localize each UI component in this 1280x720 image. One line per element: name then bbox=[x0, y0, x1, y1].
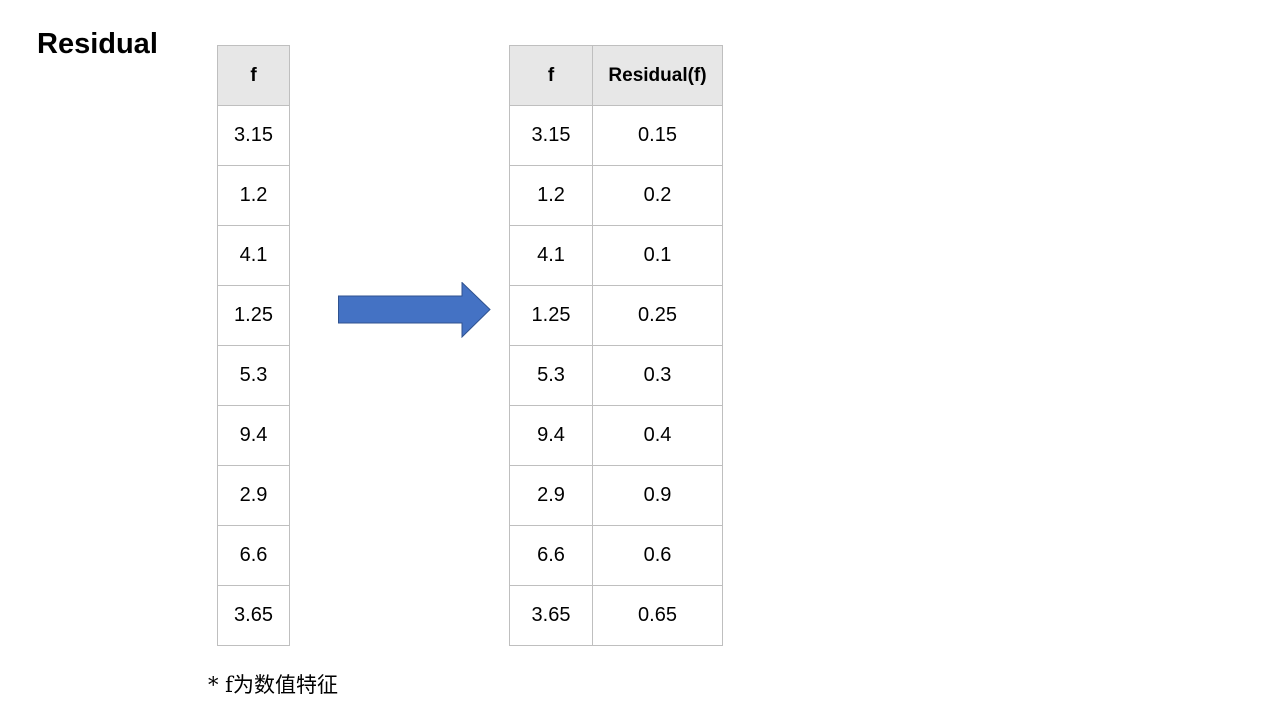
cell-f: 5.3 bbox=[217, 345, 290, 406]
cell-f: 6.6 bbox=[509, 525, 593, 586]
right-arrow-icon bbox=[338, 282, 491, 338]
header-f: f bbox=[217, 45, 290, 106]
cell-residual: 0.25 bbox=[592, 285, 723, 346]
table-row: 1.2 bbox=[217, 165, 290, 226]
table-row: 4.1 bbox=[217, 225, 290, 286]
table-row: 3.15 bbox=[217, 105, 290, 166]
cell-residual: 0.9 bbox=[592, 465, 723, 526]
cell-f: 9.4 bbox=[217, 405, 290, 466]
table-row: 2.9 0.9 bbox=[509, 465, 723, 526]
table-row: 1.2 0.2 bbox=[509, 165, 723, 226]
table-row: 3.65 bbox=[217, 585, 290, 646]
cell-f: 2.9 bbox=[217, 465, 290, 526]
footnote: * f为数值特征 bbox=[208, 673, 338, 697]
header-residual: Residual(f) bbox=[592, 45, 723, 106]
cell-f: 4.1 bbox=[509, 225, 593, 286]
table-row: 5.3 bbox=[217, 345, 290, 406]
cell-f: 4.1 bbox=[217, 225, 290, 286]
cell-f: 3.65 bbox=[509, 585, 593, 646]
table-row: 1.25 bbox=[217, 285, 290, 346]
cell-f: 1.25 bbox=[217, 285, 290, 346]
cell-f: 9.4 bbox=[509, 405, 593, 466]
table-row: 2.9 bbox=[217, 465, 290, 526]
cell-f: 3.15 bbox=[217, 105, 290, 166]
cell-residual: 0.3 bbox=[592, 345, 723, 406]
table-row: 4.1 0.1 bbox=[509, 225, 723, 286]
cell-f: 3.65 bbox=[217, 585, 290, 646]
cell-residual: 0.2 bbox=[592, 165, 723, 226]
cell-f: 5.3 bbox=[509, 345, 593, 406]
table-row: 3.65 0.65 bbox=[509, 585, 723, 646]
cell-f: 2.9 bbox=[509, 465, 593, 526]
table-row: 3.15 0.15 bbox=[509, 105, 723, 166]
table-row: 6.6 0.6 bbox=[509, 525, 723, 586]
cell-residual: 0.15 bbox=[592, 105, 723, 166]
slide-title: Residual bbox=[37, 28, 158, 60]
cell-f: 1.2 bbox=[509, 165, 593, 226]
table-row: 9.4 0.4 bbox=[509, 405, 723, 466]
residual-table: f Residual(f) 3.15 0.15 1.2 0.2 4.1 0.1 1.25 0.… bbox=[509, 45, 723, 646]
cell-residual: 0.1 bbox=[592, 225, 723, 286]
cell-residual: 0.4 bbox=[592, 405, 723, 466]
cell-f: 1.25 bbox=[509, 285, 593, 346]
table-row: 9.4 bbox=[217, 405, 290, 466]
cell-f: 3.15 bbox=[509, 105, 593, 166]
table-row: 6.6 bbox=[217, 525, 290, 586]
cell-residual: 0.65 bbox=[592, 585, 723, 646]
table-row: 5.3 0.3 bbox=[509, 345, 723, 406]
table-row: 1.25 0.25 bbox=[509, 285, 723, 346]
cell-f: 1.2 bbox=[217, 165, 290, 226]
cell-residual: 0.6 bbox=[592, 525, 723, 586]
header-f: f bbox=[509, 45, 593, 106]
cell-f: 6.6 bbox=[217, 525, 290, 586]
input-table: f 3.15 1.2 4.1 1.25 5.3 9.4 2.9 6.6 3.65 bbox=[217, 45, 290, 646]
